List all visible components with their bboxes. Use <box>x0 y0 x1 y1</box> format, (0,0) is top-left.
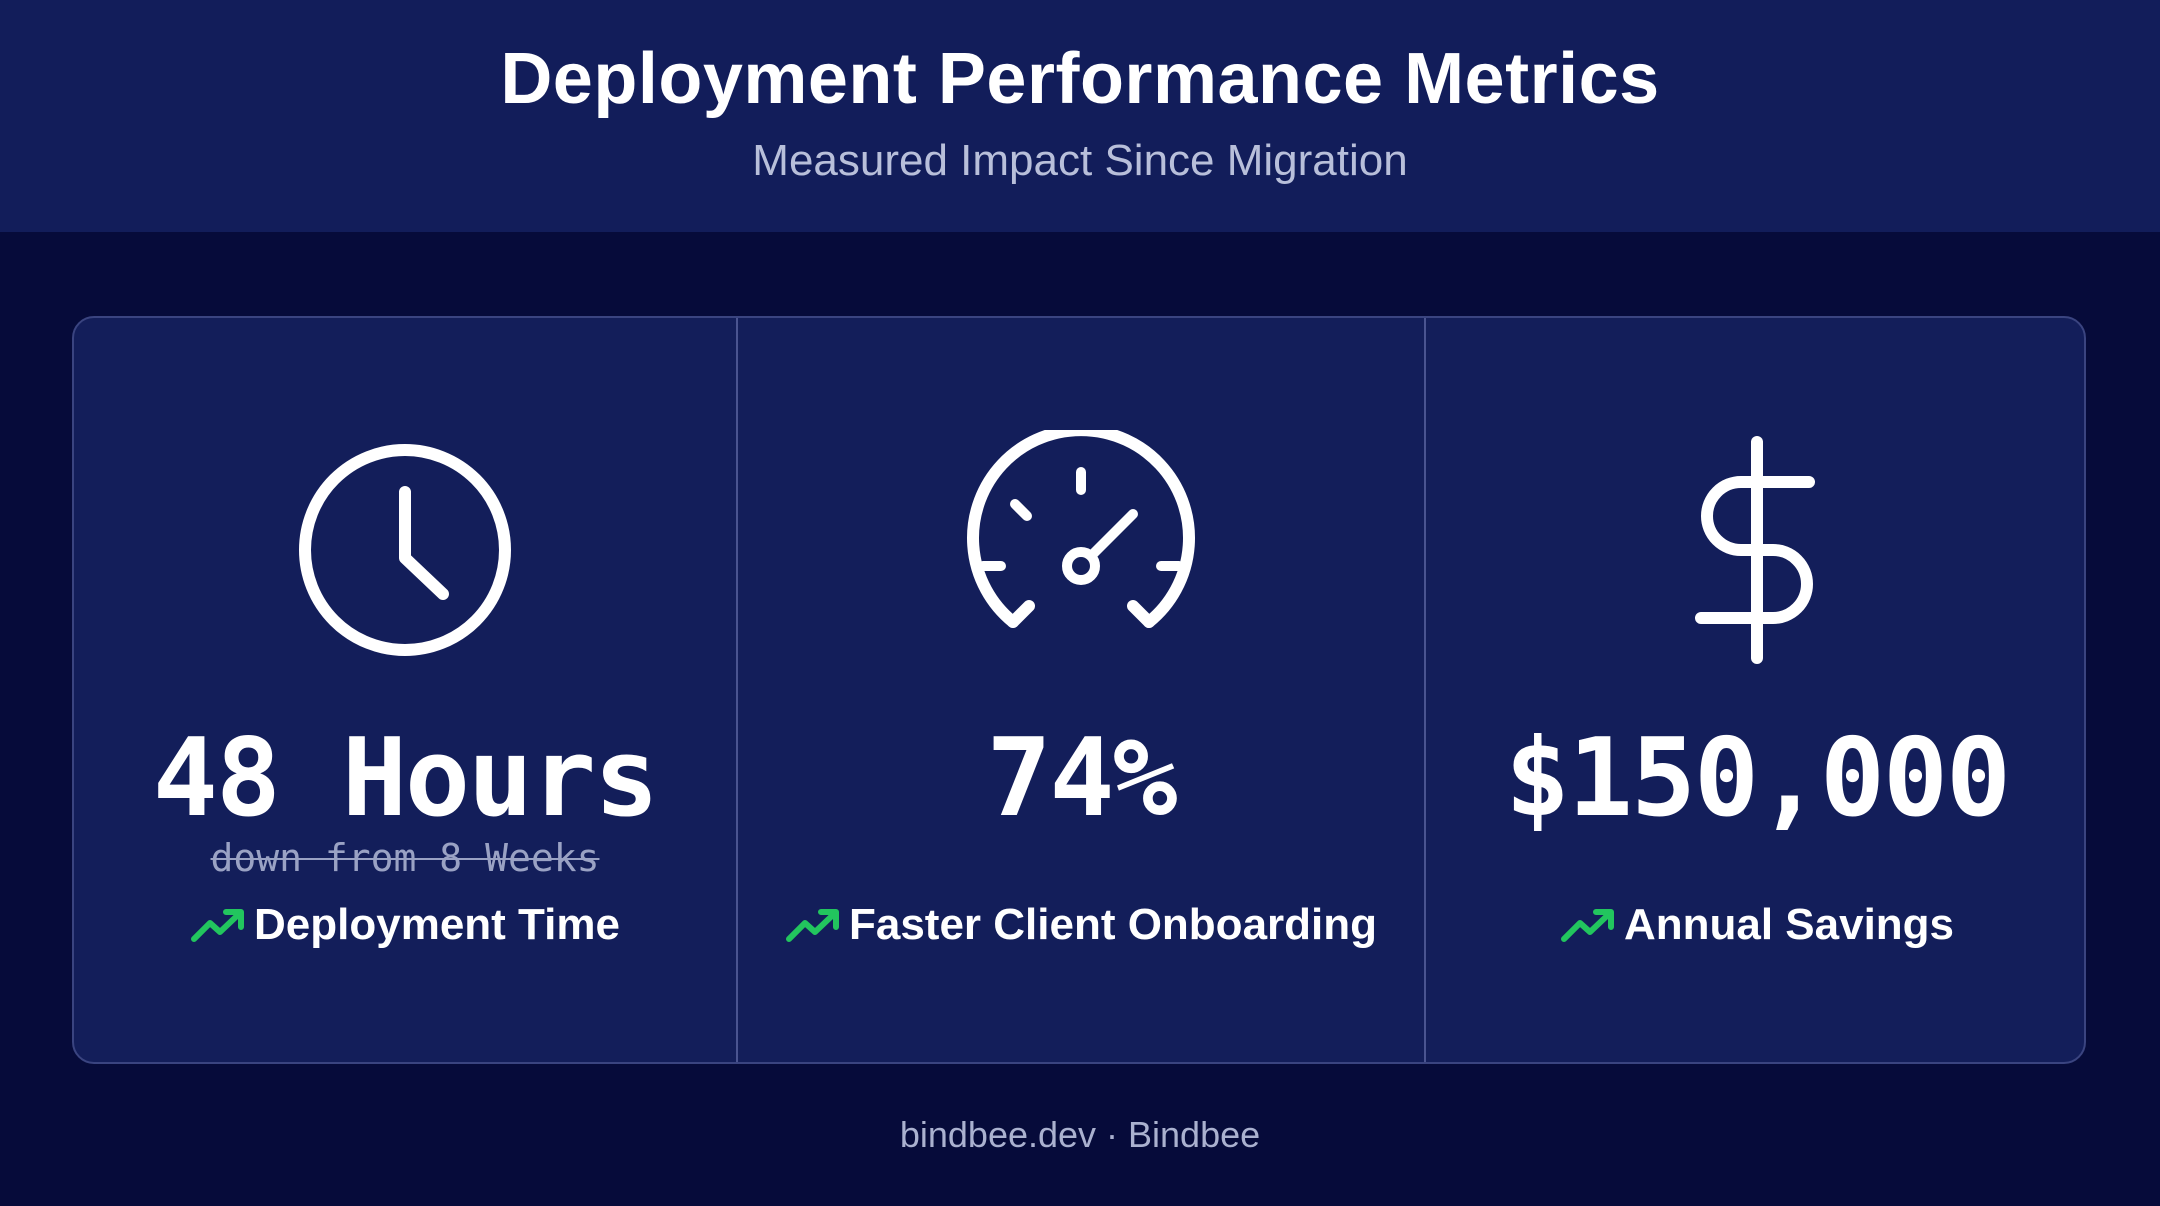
metric-card-deployment-time: 48 Hours down from 8 Weeks Deployment Ti… <box>74 318 736 1062</box>
metric-card-onboarding: 74% Faster Client Onboarding <box>738 318 1424 1062</box>
metric-label-row: Deployment Time <box>74 900 736 950</box>
metric-previous-value: down from 8 Weeks <box>210 836 600 880</box>
trending-up-icon <box>785 905 841 945</box>
header: Deployment Performance Metrics Measured … <box>0 0 2160 232</box>
metric-value: 74% <box>986 716 1177 841</box>
metric-label-row: Faster Client Onboarding <box>738 900 1424 950</box>
clock-icon <box>285 430 525 670</box>
speedometer-icon <box>961 430 1201 670</box>
metrics-panel: 48 Hours down from 8 Weeks Deployment Ti… <box>72 316 2086 1064</box>
metric-label: Deployment Time <box>254 900 620 949</box>
metric-label-row: Annual Savings <box>1426 900 2084 950</box>
trending-up-icon <box>190 905 246 945</box>
footer-attribution: bindbee.dev · Bindbee <box>899 1114 1261 1155</box>
metric-label: Faster Client Onboarding <box>848 900 1378 949</box>
metric-value: 48 Hours <box>152 716 659 841</box>
trending-up-icon <box>1560 905 1616 945</box>
page-subtitle: Measured Impact Since Migration <box>752 136 1408 185</box>
metric-divider <box>736 318 738 1062</box>
metric-value: $150,000 <box>1504 716 2011 841</box>
page-title: Deployment Performance Metrics <box>500 39 1660 119</box>
metric-card-savings: $150,000 Annual Savings <box>1426 318 2084 1062</box>
dollar-icon <box>1637 430 1877 670</box>
metric-divider <box>1424 318 1426 1062</box>
metric-label: Annual Savings <box>1623 900 1955 949</box>
